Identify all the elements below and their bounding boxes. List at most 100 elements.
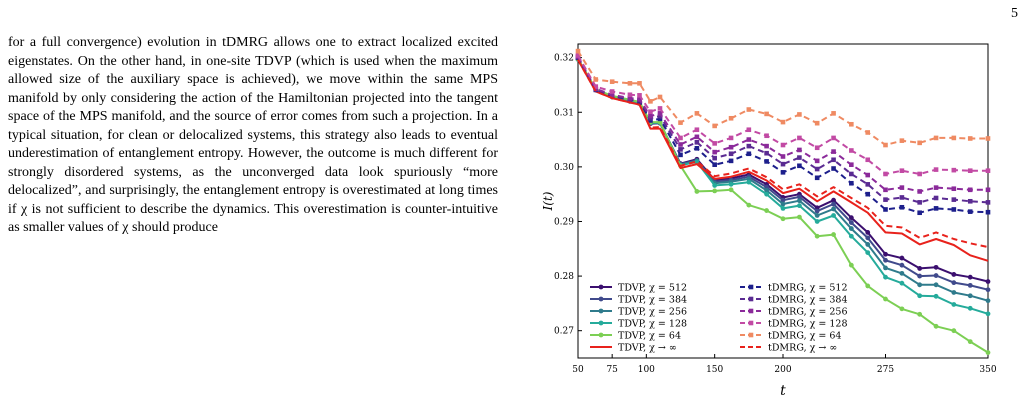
data-point [712,149,717,155]
data-point [951,280,957,286]
data-point [899,270,905,276]
data-point [694,189,700,194]
legend-item: tDMRG, χ = 256 [740,307,848,318]
data-point [831,201,836,207]
data-point [883,257,888,263]
series-line [577,59,989,249]
data-point [849,162,854,167]
data-point [657,106,663,111]
data-point [764,133,769,139]
data-point [764,191,769,197]
data-point [933,264,939,270]
data-point [648,109,653,115]
data-point [609,79,615,84]
data-point [933,167,939,172]
legend-marker [748,308,754,314]
data-point [694,139,700,145]
data-point [694,127,700,133]
y-tick-label: 0.30 [554,163,574,173]
data-point [865,191,871,197]
data-point [657,116,663,122]
data-point [883,207,888,212]
data-point [780,197,786,203]
legend-item: TDVP, χ = 256 [590,307,687,318]
data-point [967,282,973,288]
data-point [849,171,854,177]
data-point [951,186,957,192]
data-point [967,274,973,280]
series-5 [577,59,989,262]
data-point [917,311,923,317]
data-point [933,273,939,278]
legend-label: TDVP, χ = 384 [618,295,687,306]
legend-label: tDMRG, χ = 64 [768,331,841,342]
data-point [917,200,922,205]
data-point [883,187,888,193]
data-point [814,175,820,181]
data-point [848,215,854,221]
body-text-column: for a full convergence) evolution in tDM… [8,34,498,238]
series-11 [577,59,989,249]
data-point [831,197,836,203]
data-point [985,311,991,317]
data-point [831,111,836,116]
data-point [967,168,973,173]
data-point [917,266,923,271]
x-tick-label: 75 [606,365,618,375]
legend-marker [748,320,754,326]
data-point [951,207,957,212]
axis-ticks: 50 75 100 150 200 275 350 0.27 0.28 0.29 0.30 0.31 0… [554,54,997,375]
data-point [883,296,888,302]
data-point [985,350,991,355]
data-point [627,92,633,98]
data-point [933,323,939,329]
series-layer [575,48,991,355]
data-point [814,145,820,151]
data-point [848,220,854,225]
data-point [780,205,786,211]
series-8 [575,54,991,194]
data-point [865,157,871,163]
data-point [831,149,836,154]
data-point [694,111,700,116]
x-tick-label: 50 [572,365,584,375]
data-point [933,185,939,190]
legend-item: TDVP, χ = 512 [590,283,687,294]
data-point [764,150,769,156]
data-point [865,283,871,289]
data-point [814,208,820,214]
data-point [746,127,752,133]
series-line [577,57,989,214]
data-point [678,135,683,141]
data-point [627,95,633,101]
data-point [917,282,923,288]
data-point [712,188,718,194]
data-point [780,154,786,159]
series-line [577,58,989,354]
data-point [933,195,939,201]
data-point [712,123,717,129]
series-9 [575,53,991,177]
data-point [678,120,683,125]
data-point [764,187,769,193]
data-point [985,136,991,141]
data-point [967,293,973,299]
legend-marker [598,296,604,302]
data-point [865,242,871,247]
data-point [985,187,991,193]
x-tick-label: 100 [638,365,655,375]
data-point [609,92,615,98]
series-line [577,56,988,193]
data-point [797,214,802,220]
data-point [899,168,905,173]
data-point [797,194,802,200]
data-point [831,206,836,212]
data-point [899,138,905,143]
page-number: 5 [1011,6,1018,21]
data-point [728,181,734,187]
data-point [593,77,599,82]
data-point [883,265,888,271]
y-tick-label: 0.32 [554,54,574,64]
data-point [967,198,973,204]
